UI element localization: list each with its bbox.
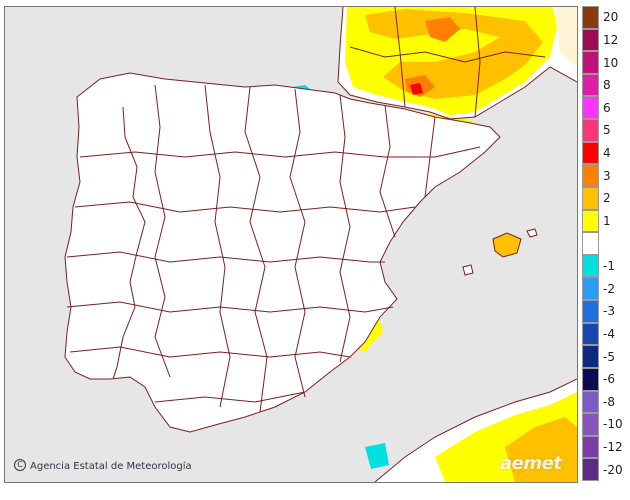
legend-swatch (582, 413, 599, 436)
africa-warm-mid (505, 417, 577, 482)
map-area (4, 6, 578, 483)
menorca (526, 228, 538, 238)
legend-swatch (582, 6, 599, 29)
legend-label: -8 (603, 394, 615, 409)
legend-label: 4 (603, 146, 611, 161)
credit-text: Agencia Estatal de Meteorología (30, 461, 192, 472)
legend-swatch (582, 141, 599, 165)
legend-swatch (582, 435, 599, 459)
legend-label: 8 (603, 78, 611, 93)
legend-label: 12 (603, 32, 619, 47)
legend-swatch (582, 390, 599, 414)
legend-swatch (582, 164, 599, 187)
alps-region (555, 7, 577, 67)
legend-label: -5 (603, 349, 615, 364)
legend: 20 12 10 8 6 5 4 3 2 1 -1 -2 -3 -4 -5 -6 -8 -10 -12 -20 (582, 6, 630, 481)
legend-swatch (582, 254, 599, 278)
almeria-cool (365, 443, 389, 469)
legend-swatch (582, 73, 599, 97)
legend-swatch (582, 209, 599, 233)
legend-swatch (582, 322, 599, 346)
administrative-borders (64, 7, 577, 482)
legend-label: 6 (603, 100, 611, 115)
legend-label: 5 (603, 123, 611, 138)
aemet-logo: aemet (500, 453, 562, 474)
legend-label: 2 (603, 191, 611, 206)
france-warm-high-1 (425, 17, 460, 42)
legend-label: 1 (603, 213, 611, 228)
legend-swatch (582, 51, 599, 74)
legend-label: -4 (603, 326, 615, 341)
legend-label: 10 (603, 55, 619, 70)
mallorca (492, 232, 522, 258)
france-warm-peak (410, 83, 423, 95)
legend-swatch (582, 28, 599, 52)
legend-label: -3 (603, 304, 615, 319)
legend-label: -12 (603, 440, 623, 455)
legend-swatch (582, 96, 599, 120)
legend-label: 3 (603, 168, 611, 183)
legend-swatch (582, 232, 599, 255)
legend-swatch (582, 367, 599, 391)
legend-swatch (582, 300, 599, 323)
legend-swatch (582, 277, 599, 301)
legend-label: 20 (603, 10, 619, 25)
ibiza (462, 264, 474, 276)
legend-swatch (582, 119, 599, 142)
legend-label: -10 (603, 417, 623, 432)
legend-label: -6 (603, 372, 615, 387)
legend-label: -20 (603, 462, 623, 477)
legend-swatch (582, 186, 599, 210)
legend-label: -2 (603, 281, 615, 296)
france-warm-mid (365, 9, 543, 99)
legend-swatch (582, 458, 599, 481)
legend-label: -1 (603, 259, 615, 274)
anomaly-map (5, 7, 577, 482)
legend-swatch (582, 345, 599, 368)
copyright-icon: C (14, 459, 26, 471)
